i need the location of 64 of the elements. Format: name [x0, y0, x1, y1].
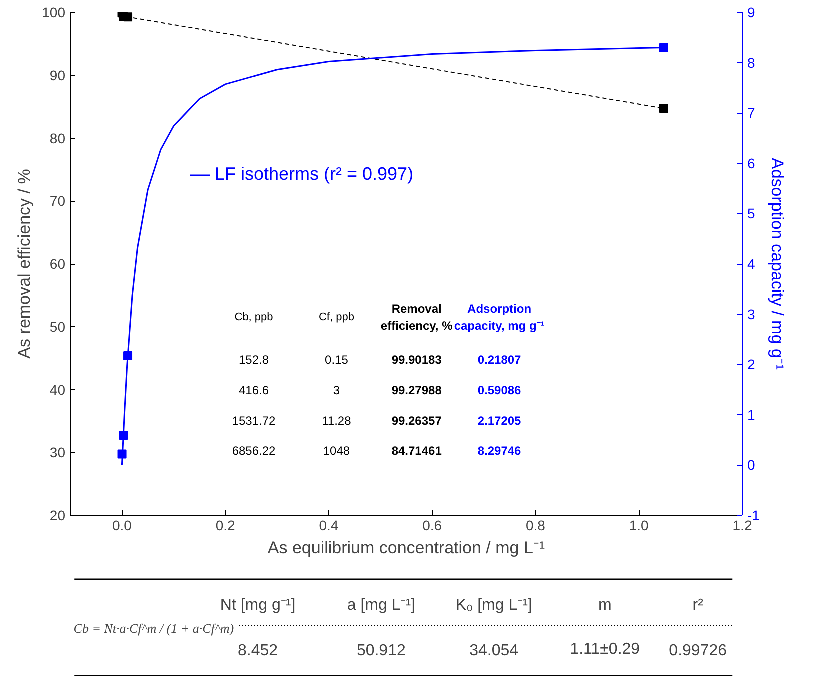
y2-tick-label: 0	[748, 457, 756, 474]
text: a [mg L⁻¹]	[347, 597, 416, 614]
annotation: 1048	[323, 444, 350, 458]
annotation: 2.17205	[478, 414, 522, 428]
x-axis-title: As equilibrium concentration / mg L⁻¹	[268, 538, 546, 558]
y2-tick-label: 3	[748, 306, 756, 322]
y-tick-label: 90	[50, 67, 66, 84]
y-tick-label: 20	[50, 508, 66, 524]
point	[659, 104, 668, 114]
annotation: Removal efficiency, %	[380, 302, 454, 333]
y2-tick-label: 2	[748, 356, 756, 373]
point	[659, 43, 668, 52]
y-tick-label: 50	[50, 318, 66, 335]
annotation: 6856.22	[232, 444, 276, 458]
y2-tick-label: 1	[748, 406, 756, 423]
annotation: 1531.72	[232, 414, 276, 428]
annotation: Cf, ppb	[318, 311, 354, 324]
y-tick-label: 100	[42, 4, 66, 20]
y-tick-label: 40	[50, 382, 66, 398]
annotation: Adsorption capacity, mg g⁻¹	[454, 302, 545, 333]
annotation: 99.27988	[392, 383, 442, 398]
y-tick-label: 70	[50, 193, 66, 210]
x-tick-label: 0.2	[216, 518, 236, 534]
annotation: 416.6	[238, 383, 270, 398]
y2-tick-label: 7	[748, 105, 756, 122]
text: 34.054	[470, 642, 519, 660]
x-tick-label: 1.2	[732, 518, 752, 534]
annotation: 0.15	[325, 353, 349, 368]
y2-tick-label: 6	[748, 155, 756, 172]
annotation: 0.21807	[478, 353, 522, 368]
text: 0.99726	[669, 642, 728, 660]
y-axis-title: As removal efficiency / %	[15, 169, 34, 359]
annotation: 11.28	[322, 414, 352, 428]
y2-axis-title: Adsorption capacity / mg g⁻¹	[768, 158, 787, 370]
annotation: 99.90183	[392, 353, 442, 368]
text: 1.11±0.29	[570, 641, 640, 658]
text: 50.912	[356, 642, 406, 660]
text: Nt [mg g⁻¹]	[220, 597, 296, 614]
x-tick-label: 0.0	[112, 518, 132, 534]
annotation: 152.8	[238, 353, 270, 368]
text: r²	[692, 597, 704, 614]
y2-tick-label: 9	[748, 4, 756, 20]
x-tick-label: 1.0	[629, 518, 650, 534]
x-tick-label: 0.4	[319, 518, 339, 534]
annotation: 3	[333, 383, 340, 398]
y-tick-label: 30	[50, 444, 66, 461]
x-tick-label: 0.8	[526, 518, 546, 534]
y2-tick-label: 5	[748, 206, 756, 222]
point	[124, 12, 133, 22]
annotation: Cb, ppb	[234, 311, 274, 324]
y2-tick-label: 8	[748, 54, 756, 71]
text: Cb = Nt·a·Cf^m / (1 + a·Cf^m)	[74, 621, 234, 636]
text: 8.452	[238, 642, 278, 660]
y-tick-label: 60	[50, 256, 66, 272]
annotation: 8.29746	[478, 444, 522, 458]
annotation: 0.59086	[478, 383, 522, 398]
legend-label: LF isotherms (r² = 0.997)	[215, 164, 414, 185]
y2-tick-label: 4	[748, 256, 756, 272]
x-tick-label: 0.6	[422, 518, 442, 534]
text: m	[598, 597, 612, 614]
annotation: 99.26357	[392, 414, 442, 428]
annotation: 84.71461	[392, 444, 442, 458]
y-tick-label: 80	[50, 130, 66, 146]
text: K₀ [mg L⁻¹]	[456, 597, 532, 614]
